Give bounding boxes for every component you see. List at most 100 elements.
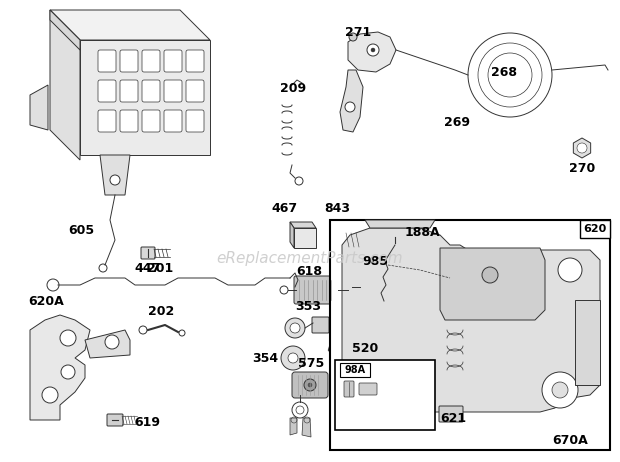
FancyBboxPatch shape — [141, 247, 155, 259]
FancyBboxPatch shape — [164, 50, 182, 72]
FancyBboxPatch shape — [98, 50, 116, 72]
Circle shape — [308, 383, 312, 387]
FancyBboxPatch shape — [164, 80, 182, 102]
FancyBboxPatch shape — [344, 381, 354, 397]
Text: 98A: 98A — [345, 365, 366, 375]
Circle shape — [577, 143, 587, 153]
Text: 619: 619 — [134, 417, 160, 430]
FancyBboxPatch shape — [142, 110, 160, 132]
FancyBboxPatch shape — [120, 80, 138, 102]
Text: 618: 618 — [296, 265, 322, 278]
Polygon shape — [30, 315, 90, 420]
Circle shape — [482, 267, 498, 283]
Polygon shape — [440, 248, 545, 320]
Circle shape — [542, 372, 578, 408]
Circle shape — [334, 344, 342, 352]
Circle shape — [345, 102, 355, 112]
FancyBboxPatch shape — [439, 406, 463, 422]
Circle shape — [105, 335, 119, 349]
FancyBboxPatch shape — [142, 80, 160, 102]
FancyBboxPatch shape — [580, 220, 610, 238]
FancyBboxPatch shape — [360, 278, 382, 296]
Polygon shape — [348, 32, 396, 72]
FancyBboxPatch shape — [294, 276, 340, 304]
Text: 843: 843 — [324, 202, 350, 215]
Text: 209: 209 — [280, 81, 306, 95]
Circle shape — [552, 382, 568, 398]
FancyBboxPatch shape — [98, 110, 116, 132]
Polygon shape — [302, 418, 311, 437]
Circle shape — [304, 379, 316, 391]
Text: 520: 520 — [352, 341, 378, 354]
Polygon shape — [80, 40, 210, 155]
Text: eReplacementParts.com: eReplacementParts.com — [216, 250, 404, 266]
Text: 670A: 670A — [552, 433, 588, 446]
Text: 620: 620 — [583, 224, 606, 234]
Polygon shape — [365, 220, 435, 228]
FancyBboxPatch shape — [186, 50, 204, 72]
Polygon shape — [85, 330, 130, 358]
Polygon shape — [290, 418, 297, 435]
FancyBboxPatch shape — [164, 110, 182, 132]
FancyBboxPatch shape — [335, 360, 435, 430]
Circle shape — [285, 318, 305, 338]
Circle shape — [371, 48, 375, 52]
Text: 269: 269 — [444, 116, 470, 129]
Circle shape — [179, 330, 185, 336]
Text: 201: 201 — [147, 261, 173, 274]
Text: 605: 605 — [68, 224, 94, 237]
Circle shape — [367, 44, 379, 56]
Circle shape — [281, 346, 305, 370]
Circle shape — [139, 326, 147, 334]
Circle shape — [558, 258, 582, 282]
Polygon shape — [30, 85, 48, 130]
Circle shape — [349, 33, 357, 41]
Circle shape — [60, 330, 76, 346]
Text: 620A: 620A — [28, 295, 64, 308]
Circle shape — [42, 387, 58, 403]
FancyBboxPatch shape — [98, 80, 116, 102]
Polygon shape — [50, 10, 80, 50]
FancyBboxPatch shape — [330, 220, 610, 450]
Text: 354: 354 — [252, 352, 278, 365]
Polygon shape — [50, 10, 80, 160]
Circle shape — [365, 375, 395, 405]
Polygon shape — [100, 155, 130, 195]
FancyBboxPatch shape — [312, 317, 329, 333]
Text: 575: 575 — [298, 357, 324, 370]
Text: 447: 447 — [135, 261, 161, 274]
Polygon shape — [340, 225, 366, 231]
Text: 621: 621 — [440, 412, 466, 425]
Circle shape — [372, 382, 388, 398]
FancyBboxPatch shape — [107, 414, 123, 426]
Text: 202: 202 — [148, 305, 174, 318]
FancyBboxPatch shape — [362, 290, 380, 298]
Polygon shape — [294, 228, 316, 248]
Text: 985: 985 — [362, 255, 388, 268]
FancyBboxPatch shape — [359, 383, 377, 395]
Circle shape — [110, 175, 120, 185]
Polygon shape — [575, 300, 600, 385]
Text: 270: 270 — [569, 162, 595, 175]
Text: 353: 353 — [295, 300, 321, 313]
Polygon shape — [342, 228, 600, 412]
Polygon shape — [340, 70, 363, 132]
Polygon shape — [290, 222, 294, 248]
Circle shape — [290, 323, 300, 333]
Text: 268: 268 — [491, 66, 517, 79]
Text: 467: 467 — [272, 202, 298, 215]
Circle shape — [390, 235, 400, 245]
FancyBboxPatch shape — [120, 110, 138, 132]
FancyBboxPatch shape — [186, 110, 204, 132]
FancyBboxPatch shape — [186, 80, 204, 102]
Circle shape — [288, 353, 298, 363]
Polygon shape — [344, 231, 366, 249]
Polygon shape — [340, 225, 344, 249]
Polygon shape — [290, 222, 316, 228]
Text: 188A: 188A — [405, 225, 441, 238]
Text: 271: 271 — [345, 25, 371, 38]
FancyBboxPatch shape — [120, 50, 138, 72]
FancyBboxPatch shape — [340, 363, 370, 377]
Circle shape — [61, 365, 75, 379]
FancyBboxPatch shape — [292, 372, 328, 398]
